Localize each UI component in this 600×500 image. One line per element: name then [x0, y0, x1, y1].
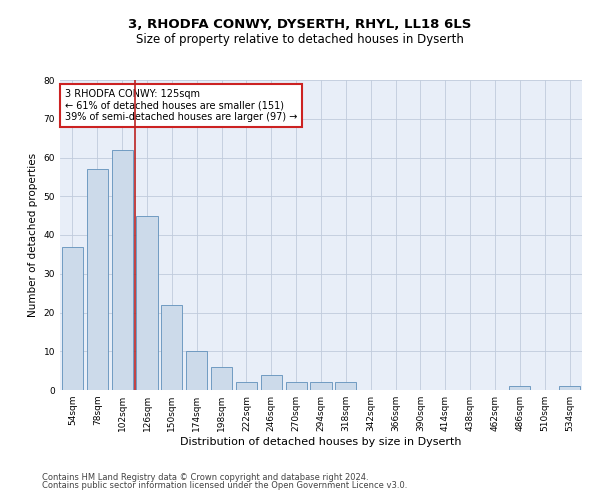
- X-axis label: Distribution of detached houses by size in Dyserth: Distribution of detached houses by size …: [180, 437, 462, 447]
- Y-axis label: Number of detached properties: Number of detached properties: [28, 153, 38, 317]
- Bar: [310, 382, 332, 390]
- Bar: [286, 382, 307, 390]
- Bar: [559, 386, 580, 390]
- Bar: [136, 216, 158, 390]
- Text: Contains HM Land Registry data © Crown copyright and database right 2024.: Contains HM Land Registry data © Crown c…: [42, 472, 368, 482]
- Bar: [87, 169, 108, 390]
- Text: Contains public sector information licensed under the Open Government Licence v3: Contains public sector information licen…: [42, 481, 407, 490]
- Bar: [236, 382, 257, 390]
- Text: 3 RHODFA CONWY: 125sqm
← 61% of detached houses are smaller (151)
39% of semi-de: 3 RHODFA CONWY: 125sqm ← 61% of detached…: [65, 90, 298, 122]
- Bar: [161, 304, 182, 390]
- Bar: [335, 382, 356, 390]
- Bar: [261, 374, 282, 390]
- Bar: [62, 246, 83, 390]
- Bar: [509, 386, 530, 390]
- Bar: [211, 367, 232, 390]
- Text: Size of property relative to detached houses in Dyserth: Size of property relative to detached ho…: [136, 32, 464, 46]
- Text: 3, RHODFA CONWY, DYSERTH, RHYL, LL18 6LS: 3, RHODFA CONWY, DYSERTH, RHYL, LL18 6LS: [128, 18, 472, 30]
- Bar: [112, 150, 133, 390]
- Bar: [186, 351, 207, 390]
